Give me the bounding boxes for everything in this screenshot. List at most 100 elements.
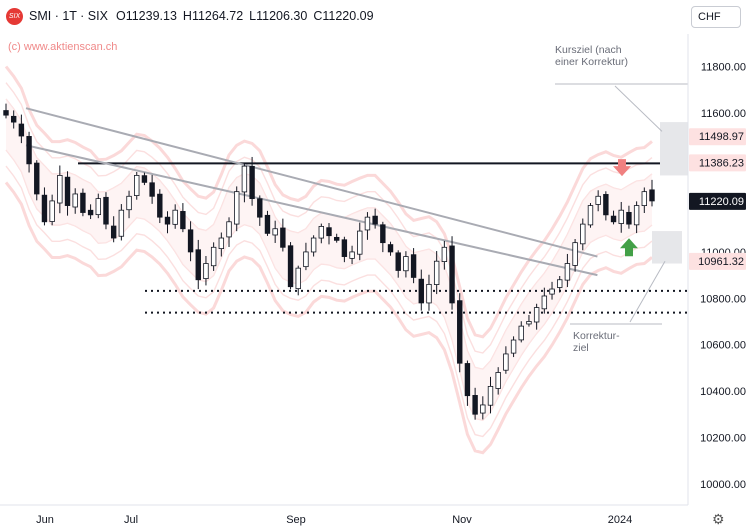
candle	[526, 321, 532, 325]
candle	[172, 209, 178, 225]
correction-annotation: Korrektur- ziel	[573, 330, 620, 354]
candle	[234, 191, 240, 225]
candle	[480, 404, 486, 414]
candle	[26, 136, 32, 165]
price-label-box	[689, 154, 746, 172]
ohlc-open: O11239.13	[115, 9, 177, 23]
candle	[580, 223, 586, 245]
arrow-down-icon	[613, 159, 631, 177]
candle	[72, 193, 78, 208]
candle	[226, 221, 232, 238]
price-label-box	[689, 128, 746, 146]
candle	[510, 339, 517, 354]
candle	[387, 244, 394, 253]
correction-zone	[652, 231, 682, 264]
target-note-pointer	[614, 85, 663, 132]
envelope-band	[4, 65, 653, 455]
candle	[603, 194, 609, 216]
candle	[318, 226, 325, 239]
correction-annotation-line1: Korrektur-	[573, 330, 620, 342]
chart-header: SIX SMI · 1T · SIX O11239.13 H11264.72 L…	[6, 6, 380, 26]
candle	[34, 162, 40, 195]
candle	[287, 245, 294, 288]
y-tick-label: 11800.00	[701, 61, 746, 73]
candle	[295, 267, 301, 290]
candle	[218, 237, 225, 250]
price-axis: 11800.0011600.0011400.0011200.0011000.00…	[687, 34, 746, 505]
candle	[349, 251, 355, 259]
currency-select[interactable]: CHF	[691, 6, 741, 28]
y-tick-label: 10200.00	[700, 432, 746, 444]
price-label: 11498.97	[699, 131, 744, 143]
candle	[187, 229, 194, 253]
price-label: 11386.23	[699, 157, 744, 169]
candle	[303, 251, 309, 268]
price-label-box	[689, 192, 746, 210]
candle	[57, 175, 63, 204]
candle	[364, 216, 371, 231]
time-axis: Jun Jul Sep Nov 2024	[0, 504, 688, 526]
candle	[341, 239, 348, 257]
candle	[310, 237, 317, 253]
target-annotation-line1: Kursziel (nach	[555, 44, 622, 56]
price-label-box	[689, 252, 746, 270]
x-tick-label: Sep	[286, 514, 306, 526]
trendline-1	[25, 144, 598, 277]
candle	[433, 260, 440, 285]
candle	[449, 245, 455, 304]
candle	[134, 175, 140, 196]
candle	[626, 211, 632, 225]
candle	[118, 209, 125, 237]
candle	[533, 307, 540, 323]
candle	[95, 198, 101, 216]
candle	[272, 228, 278, 236]
y-tick-label: 11600.00	[701, 108, 746, 120]
target-annotation-line2: einer Korrektur)	[555, 56, 628, 68]
exchange-logo-icon: SIX	[6, 7, 23, 25]
candle	[380, 224, 386, 244]
ohlc-high: H11264.72	[182, 9, 244, 23]
x-tick-label: Jun	[36, 514, 54, 526]
correction-note-pointer	[629, 260, 666, 323]
candle	[618, 209, 624, 224]
candle	[87, 209, 94, 216]
ohlc-close: C11220.09	[313, 9, 374, 23]
trendline-0	[25, 107, 598, 258]
candle	[333, 236, 340, 241]
band-upper-2	[4, 65, 653, 339]
candle	[418, 278, 424, 304]
candle	[357, 230, 363, 255]
candle	[264, 214, 271, 234]
candle	[157, 193, 163, 218]
band-upper-1	[5, 82, 653, 354]
candle	[257, 198, 263, 218]
candle	[641, 191, 648, 206]
candle	[503, 353, 509, 371]
y-tick-label: 10400.00	[700, 386, 746, 398]
candle	[426, 283, 432, 304]
y-tick-label: 10800.00	[700, 293, 746, 305]
band-lower-1	[5, 165, 653, 438]
candle	[564, 263, 571, 281]
symbol-label[interactable]: SMI · 1T · SIX	[29, 9, 108, 23]
candle	[395, 252, 401, 271]
candle	[372, 215, 378, 225]
candle	[441, 246, 448, 262]
signal-arrows	[613, 159, 638, 257]
band-lower-2	[4, 181, 653, 455]
candle	[633, 205, 640, 226]
candle	[610, 215, 617, 223]
candle	[180, 211, 186, 230]
candle	[518, 325, 524, 341]
candle	[164, 216, 171, 225]
y-tick-label: 10600.00	[700, 340, 746, 352]
candle	[572, 242, 578, 266]
gear-icon[interactable]: ⚙	[712, 511, 725, 527]
x-tick-label: Jul	[124, 514, 138, 526]
candle	[495, 372, 501, 389]
candle	[403, 256, 409, 272]
candle	[557, 279, 563, 288]
watermark: (c) www.aktienscan.ch	[8, 41, 118, 53]
candle	[80, 192, 86, 213]
